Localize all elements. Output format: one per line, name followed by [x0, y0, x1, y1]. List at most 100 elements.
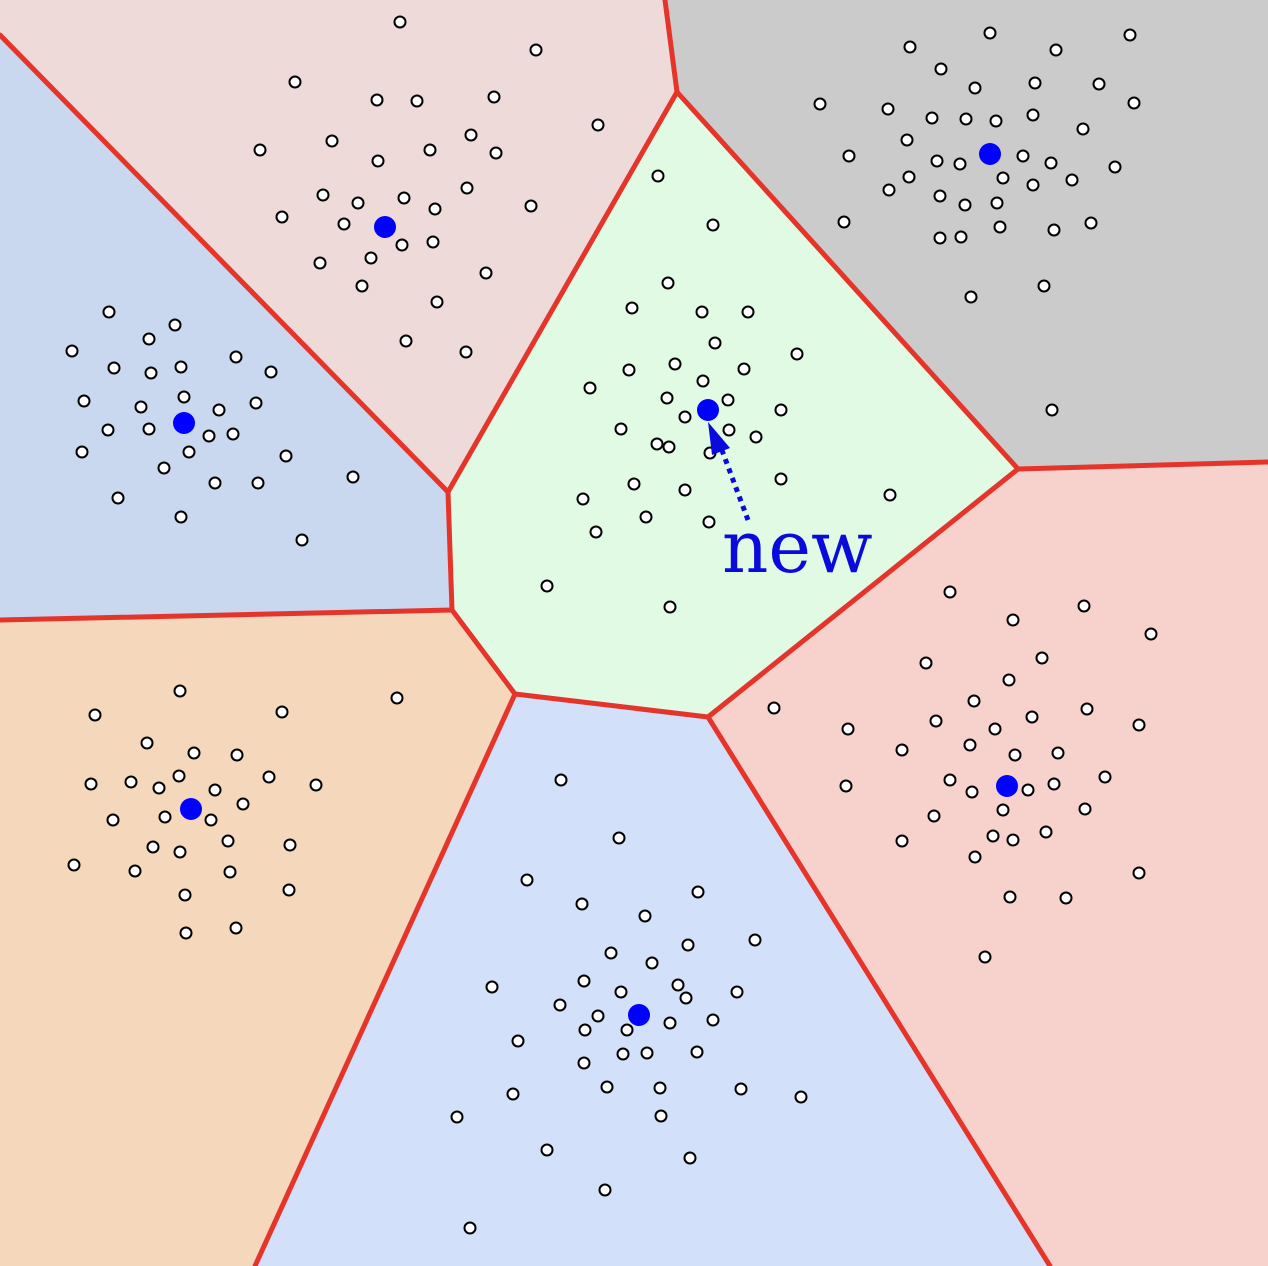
data-point [179, 926, 193, 940]
centroid-top [374, 216, 396, 238]
data-point [653, 1081, 667, 1095]
data-point [614, 422, 628, 436]
data-point [841, 722, 855, 736]
data-point [706, 1013, 720, 1027]
data-point [591, 1009, 605, 1023]
data-point [187, 746, 201, 760]
data-point [842, 149, 856, 163]
data-point [774, 472, 788, 486]
data-point [663, 1016, 677, 1030]
data-point [959, 112, 973, 126]
data-point [919, 656, 933, 670]
data-point [1144, 627, 1158, 641]
data-point [124, 775, 138, 789]
data-point [142, 422, 156, 436]
data-point [933, 189, 947, 203]
boundary-line [252, 691, 518, 1266]
data-point [177, 390, 191, 404]
data-point [748, 933, 762, 947]
data-point [309, 778, 323, 792]
data-point [128, 864, 142, 878]
data-point [283, 838, 297, 852]
data-point [146, 840, 160, 854]
data-point [1047, 223, 1061, 237]
data-point [178, 888, 192, 902]
data-point [111, 491, 125, 505]
data-point [706, 218, 720, 232]
data-point [963, 738, 977, 752]
data-point [1127, 96, 1141, 110]
data-point [965, 785, 979, 799]
data-point [67, 858, 81, 872]
data-point [604, 946, 618, 960]
data-point [967, 694, 981, 708]
data-point [576, 492, 590, 506]
data-point [489, 146, 503, 160]
data-point [1039, 825, 1053, 839]
data-point [370, 93, 384, 107]
data-point [506, 1087, 520, 1101]
data-point [355, 279, 369, 293]
centroid-bottom-left [180, 798, 202, 820]
data-point [900, 133, 914, 147]
data-point [393, 15, 407, 29]
data-point [996, 803, 1010, 817]
data-point [591, 118, 605, 132]
data-point [933, 231, 947, 245]
new-label: new [722, 505, 873, 589]
data-point [430, 295, 444, 309]
region-right [708, 462, 1268, 1266]
data-point [614, 985, 628, 999]
data-point [1028, 76, 1042, 90]
data-point [221, 834, 235, 848]
data-point [1025, 710, 1039, 724]
region-bottom-left [0, 610, 515, 1266]
centroids [173, 143, 1018, 1026]
region-left [0, 35, 452, 620]
boundary-line [0, 0, 680, 495]
data-point [737, 362, 751, 376]
data-point [223, 865, 237, 879]
data-point [1132, 718, 1146, 732]
data-point [679, 991, 693, 1005]
data-point [575, 897, 589, 911]
data-point [654, 1109, 668, 1123]
data-point [102, 305, 116, 319]
data-point [249, 396, 263, 410]
data-point [540, 1143, 554, 1157]
data-point [288, 75, 302, 89]
data-point [144, 366, 158, 380]
data-point [964, 290, 978, 304]
data-point [295, 533, 309, 547]
data-point [554, 773, 568, 787]
data-point [275, 210, 289, 224]
data-point [903, 40, 917, 54]
data-point [671, 978, 685, 992]
data-point [741, 305, 755, 319]
data-point [767, 701, 781, 715]
data-point [678, 483, 692, 497]
boundary-line [705, 714, 1053, 1266]
data-point [696, 374, 710, 388]
data-point [485, 980, 499, 994]
data-point [152, 781, 166, 795]
data-point [627, 477, 641, 491]
data-point [168, 318, 182, 332]
data-point [65, 344, 79, 358]
data-point [253, 143, 267, 157]
centroid-center-new [697, 399, 719, 421]
data-point [1098, 770, 1112, 784]
data-point [988, 722, 1002, 736]
data-point [520, 873, 534, 887]
data-point [1044, 156, 1058, 170]
data-point [212, 403, 226, 417]
data-point [226, 427, 240, 441]
centroid-top-right [979, 143, 1001, 165]
data-point [279, 449, 293, 463]
data-point [774, 403, 788, 417]
data-point [668, 357, 682, 371]
data-point [313, 256, 327, 270]
data-point [883, 488, 897, 502]
data-point [529, 43, 543, 57]
data-point [662, 440, 676, 454]
